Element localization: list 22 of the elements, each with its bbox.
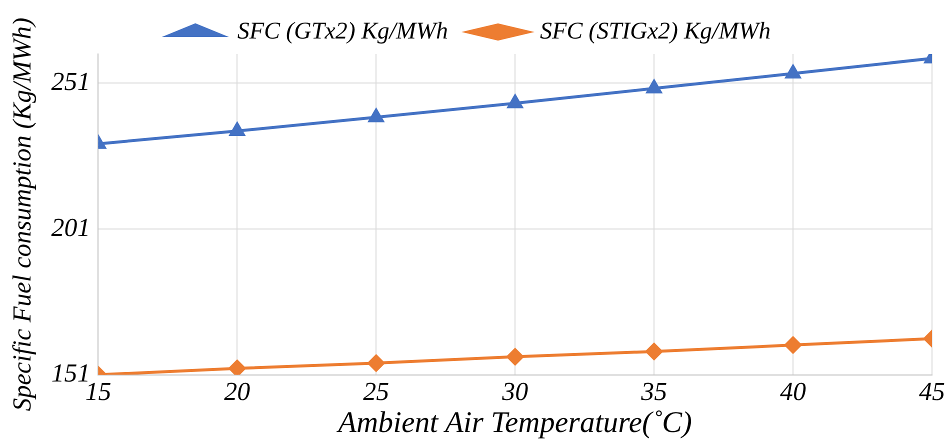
point — [646, 342, 663, 360]
x-tick-label: 20 — [224, 377, 250, 406]
legend-label: SFC (STIGx2) Kg/MWh — [540, 18, 771, 44]
point — [230, 122, 245, 136]
x-tick-label: 40 — [780, 377, 806, 406]
point — [368, 354, 385, 372]
point — [784, 336, 802, 354]
point — [368, 108, 384, 122]
x-tick-label: 25 — [363, 377, 390, 406]
legend-label: SFC (GTx2) Kg/MWh — [237, 18, 448, 44]
point — [228, 360, 246, 375]
x-tick-label: 30 — [501, 377, 528, 406]
point — [785, 65, 801, 79]
x-tick-label: 45 — [919, 377, 945, 406]
x-axis-title: Ambient Air Temperature(˚C) — [336, 406, 692, 439]
x-tick-label: 35 — [640, 377, 668, 406]
point — [646, 80, 662, 94]
y-axis-title: Specific Fuel consumption (Kg/MWh) — [7, 18, 36, 412]
y-tick-label: 251 — [51, 66, 90, 96]
point — [506, 348, 524, 366]
y-tick-label: 201 — [51, 212, 90, 242]
point — [508, 94, 523, 108]
